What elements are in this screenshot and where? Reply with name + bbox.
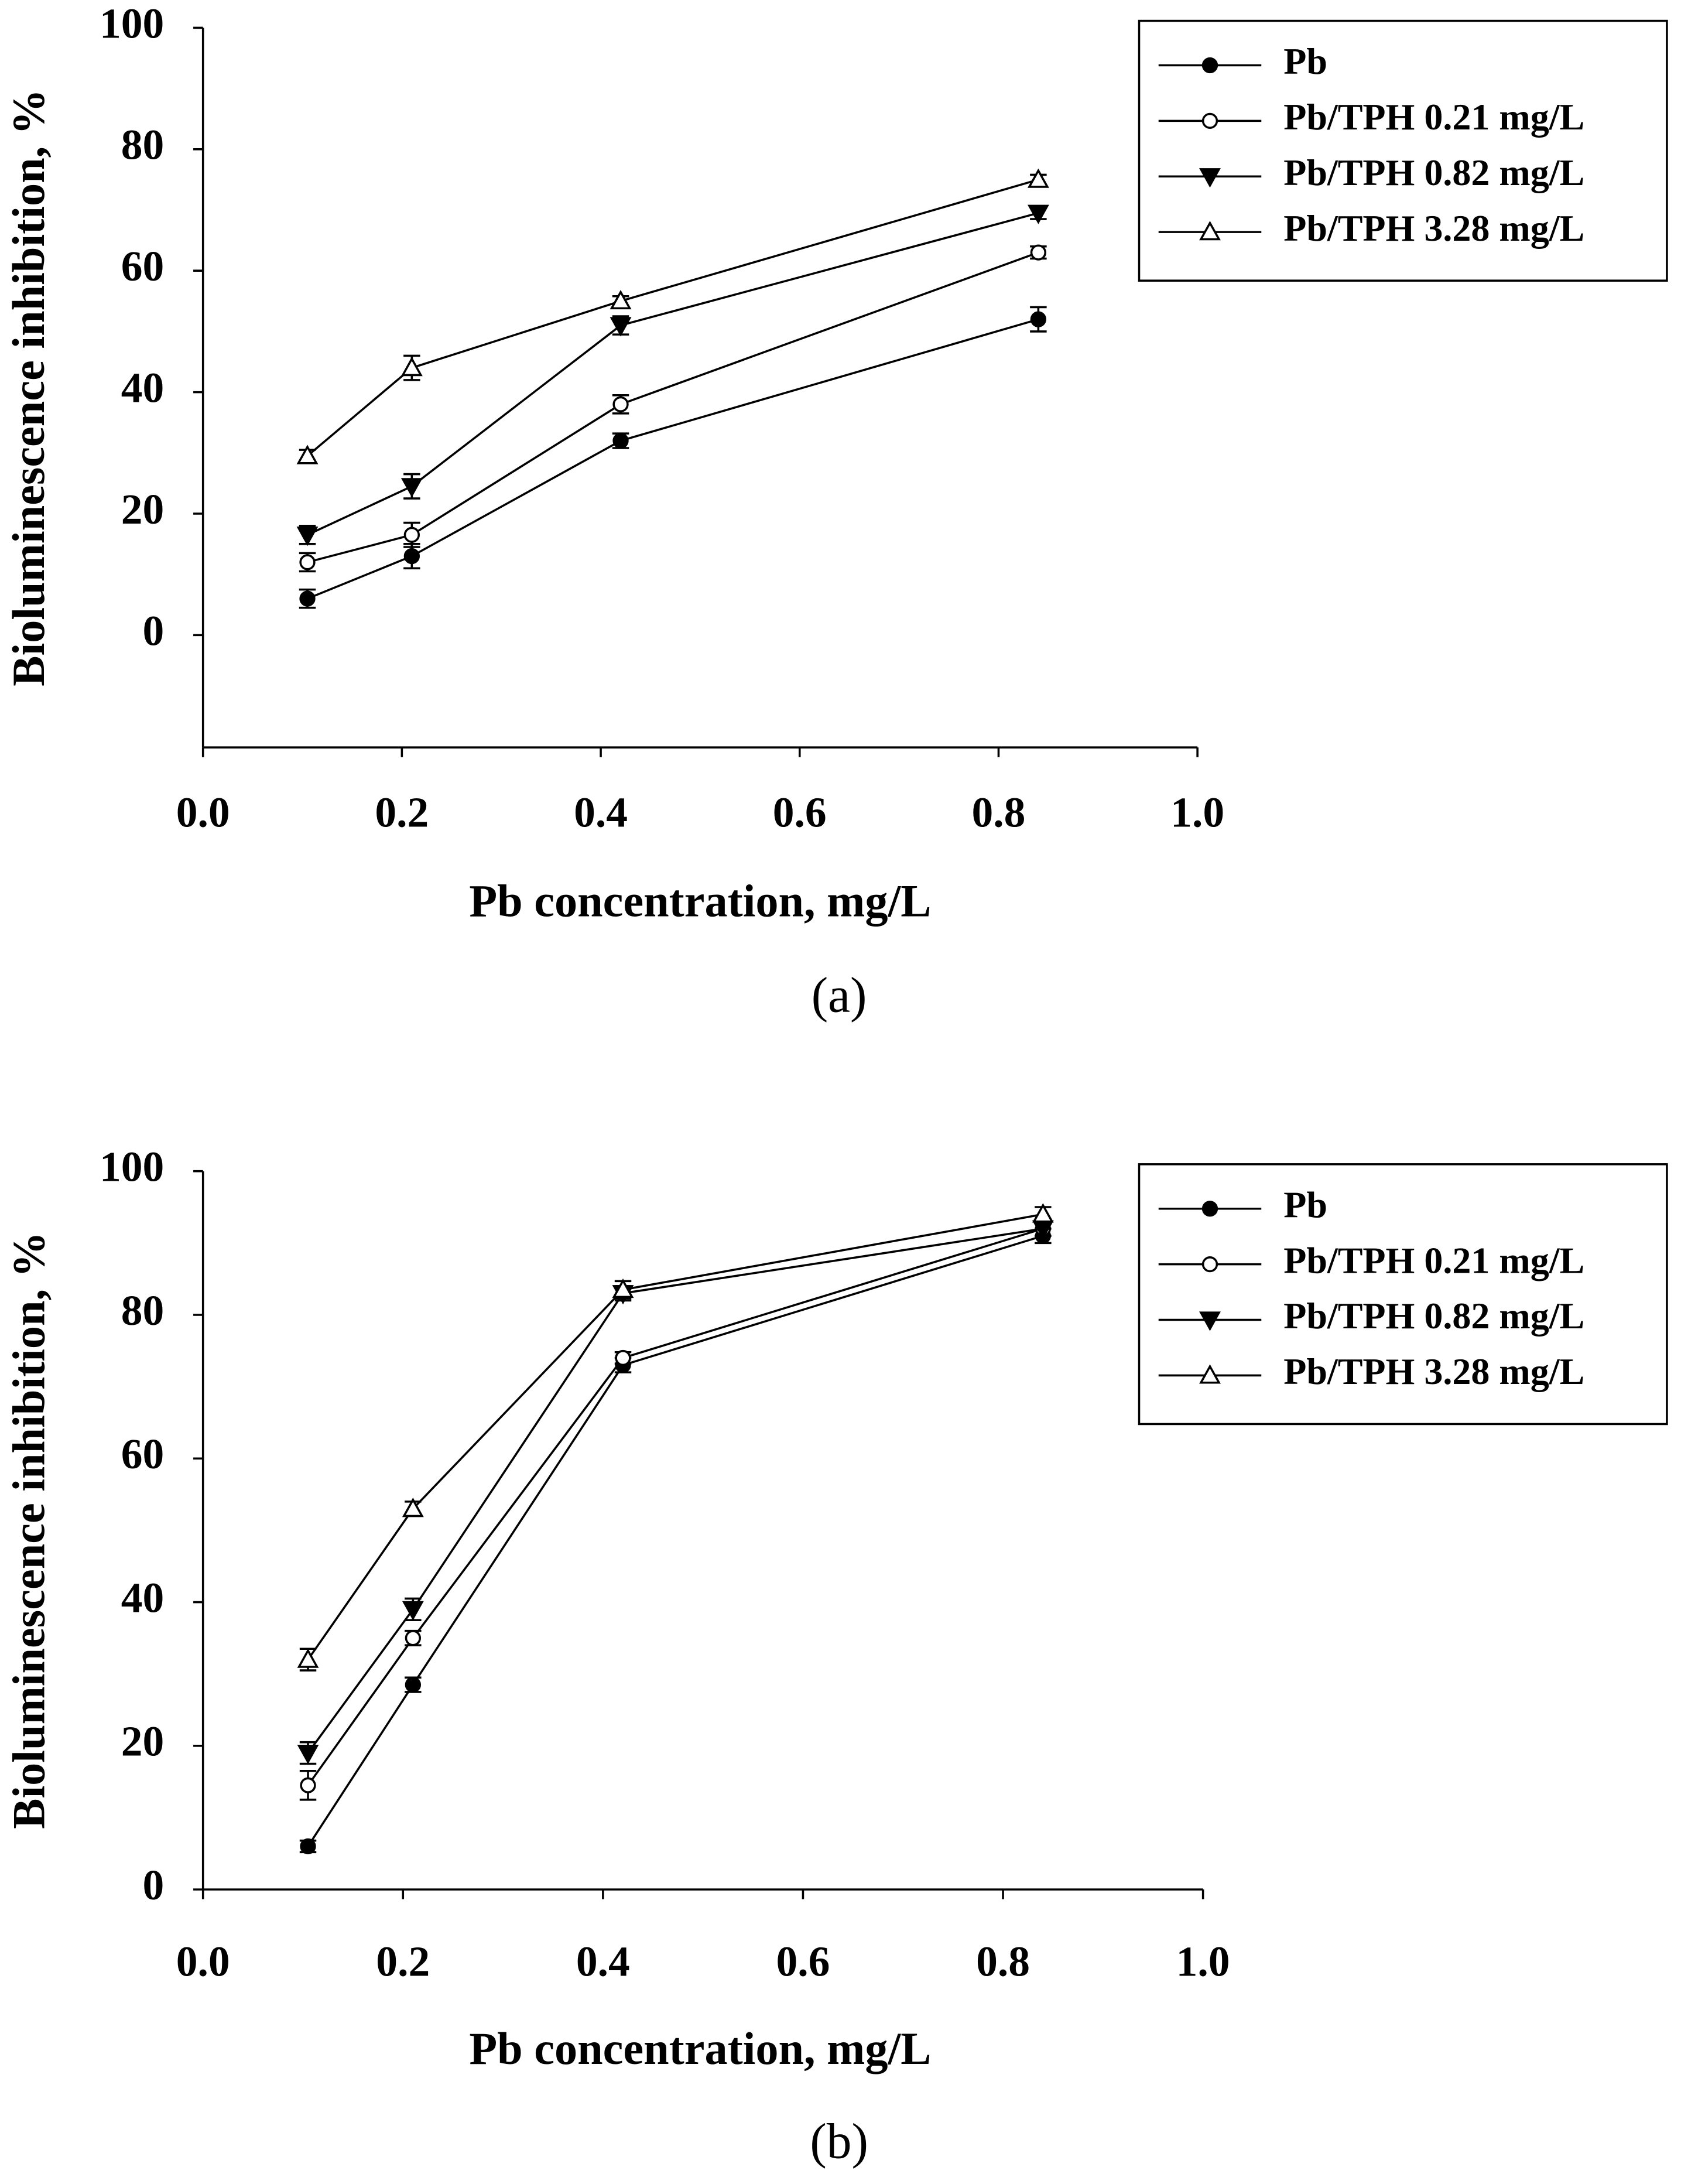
x-tick-label: 0.8 — [971, 788, 1025, 836]
marker — [299, 554, 316, 570]
marker — [612, 432, 629, 449]
chart: 0 20 40 60 80 100 0.0 0.2 0.4 0.6 0.8 1.0 Pb concent… — [3, 0, 1668, 1023]
marker — [400, 478, 423, 498]
x-axis-label: Pb concentration, mg/L — [469, 876, 931, 927]
marker — [296, 445, 319, 464]
marker — [405, 1630, 421, 1646]
y-tick-label: 0 — [143, 606, 165, 654]
legend-label: Pb/TPH 0.21 mg/L — [1283, 1239, 1584, 1281]
series-line — [307, 1235, 1043, 1847]
marker — [612, 396, 629, 412]
x-tick-label: 0.0 — [176, 1937, 230, 1985]
y-tick-label: 60 — [121, 1430, 165, 1478]
marker — [300, 1838, 316, 1855]
x-tick-label: 0.0 — [176, 788, 230, 836]
marker — [400, 357, 423, 377]
legend-marker — [1201, 1201, 1218, 1217]
marker — [402, 1601, 424, 1621]
y-axis-label: Bioluminescence inhibition, % — [3, 1232, 54, 1829]
y-tick-label: 40 — [121, 1573, 165, 1621]
x-tick-label: 1.0 — [1176, 1937, 1230, 1985]
y-tick-label: 20 — [121, 1717, 165, 1765]
y-tick-label: 0 — [143, 1861, 165, 1909]
y-tick-label: 40 — [121, 363, 165, 411]
series-line — [307, 318, 1039, 600]
y-tick-label: 100 — [100, 0, 164, 47]
y-tick-label: 20 — [121, 485, 165, 533]
marker — [615, 1349, 631, 1366]
legend-label: Pb/TPH 0.82 mg/L — [1283, 152, 1584, 193]
legend-marker — [1201, 112, 1218, 129]
legend-label: Pb — [1283, 40, 1327, 82]
legend-label: Pb/TPH 3.28 mg/L — [1283, 1351, 1584, 1392]
marker — [296, 527, 319, 546]
marker — [1032, 1203, 1054, 1223]
marker — [610, 317, 632, 337]
series-line — [307, 1213, 1043, 1660]
caption: (b) — [810, 2114, 868, 2169]
legend-box — [1138, 1163, 1668, 1426]
y-tick-label: 60 — [121, 242, 165, 290]
marker — [1030, 311, 1047, 327]
series-line — [306, 178, 1039, 457]
x-tick-label: 0.2 — [375, 788, 429, 836]
marker — [299, 590, 316, 607]
legend-label: Pb/TPH 0.21 mg/L — [1283, 96, 1584, 138]
series-line — [307, 1228, 1043, 1754]
x-tick-label: 0.4 — [574, 788, 628, 836]
legend-marker — [1199, 168, 1221, 188]
marker — [1027, 204, 1049, 224]
marker — [402, 1498, 424, 1517]
marker — [300, 1777, 316, 1793]
x-tick-label: 0.8 — [976, 1937, 1030, 1985]
legend-label: Pb/TPH 0.82 mg/L — [1283, 1295, 1584, 1337]
legend-box — [1138, 19, 1668, 282]
x-tick-label: 0.2 — [376, 1937, 430, 1985]
legend-marker — [1201, 57, 1218, 74]
caption: (a) — [812, 968, 867, 1023]
marker — [1030, 244, 1047, 261]
legend-label: Pb/TPH 3.28 mg/L — [1283, 207, 1584, 249]
marker — [610, 289, 632, 310]
series-line — [307, 1228, 1043, 1786]
marker — [405, 1676, 421, 1693]
legend-marker — [1201, 1256, 1218, 1273]
x-axis-label: Pb concentration, mg/L — [469, 2023, 931, 2074]
marker — [297, 1744, 319, 1765]
marker — [297, 1648, 319, 1668]
marker — [612, 1278, 634, 1298]
marker — [403, 548, 420, 565]
series-line — [307, 211, 1039, 536]
legend-label: Pb — [1283, 1184, 1327, 1225]
legend: Pb Pb/TPH 0.21 mg/L Pb/TPH 0.82 mg/L Pb/TPH… — [1138, 1163, 1668, 1426]
x-tick-label: 0.6 — [773, 788, 827, 836]
x-tick-label: 0.6 — [776, 1937, 830, 1985]
legend-marker — [1199, 1311, 1221, 1331]
y-tick-label: 80 — [121, 121, 165, 169]
marker — [403, 527, 420, 543]
chart: 0 20 40 60 80 100 0.0 0.2 0.4 0.6 0.8 1.0 Pb concent… — [3, 1143, 1668, 2169]
y-axis-label: Bioluminescence inhibition, % — [3, 89, 54, 686]
x-tick-label: 1.0 — [1170, 788, 1224, 836]
y-tick-label: 80 — [121, 1286, 165, 1334]
marker — [1027, 168, 1049, 188]
series-line — [307, 251, 1039, 563]
legend-marker — [1199, 1364, 1221, 1384]
legend: Pb Pb/TPH 0.21 mg/L Pb/TPH 0.82 mg/L Pb/TPH… — [1138, 19, 1668, 282]
x-tick-label: 0.4 — [576, 1937, 630, 1985]
y-tick-label: 100 — [100, 1143, 164, 1191]
legend-marker — [1199, 221, 1221, 241]
